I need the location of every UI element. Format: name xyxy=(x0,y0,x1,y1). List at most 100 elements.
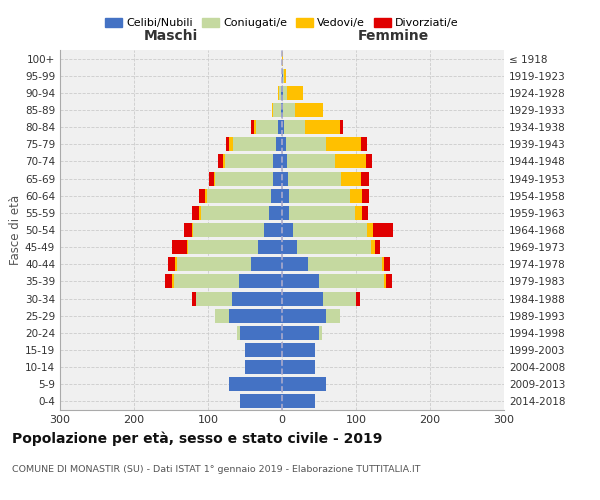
Bar xyxy=(251,258,282,272)
Bar xyxy=(168,258,175,272)
Bar xyxy=(259,240,282,254)
Bar xyxy=(273,103,281,117)
Text: COMUNE DI MONASTIR (SU) - Dati ISTAT 1° gennaio 2019 - Elaborazione TUTTITALIA.I: COMUNE DI MONASTIR (SU) - Dati ISTAT 1° … xyxy=(12,466,421,474)
Bar xyxy=(237,326,240,340)
Bar xyxy=(172,274,174,288)
Bar xyxy=(276,138,282,151)
Bar xyxy=(283,68,284,82)
Bar xyxy=(269,206,282,220)
Bar xyxy=(282,52,283,66)
Bar xyxy=(367,154,372,168)
Bar xyxy=(215,172,273,185)
Legend: Celibi/Nubili, Coniugati/e, Vedovi/e, Divorziati/e: Celibi/Nubili, Coniugati/e, Vedovi/e, Di… xyxy=(101,13,463,32)
Text: Popolazione per età, sesso e stato civile - 2019: Popolazione per età, sesso e stato civil… xyxy=(12,431,382,446)
Bar xyxy=(282,343,316,357)
Bar xyxy=(319,274,384,288)
Bar xyxy=(282,292,323,306)
Bar xyxy=(184,223,192,237)
Bar xyxy=(382,258,384,272)
Bar xyxy=(362,206,368,220)
Bar xyxy=(282,223,293,237)
Bar xyxy=(283,103,295,117)
Bar xyxy=(374,240,380,254)
Bar xyxy=(361,138,367,151)
Bar xyxy=(278,120,282,134)
Bar xyxy=(187,240,188,254)
Bar xyxy=(293,223,367,237)
Bar xyxy=(282,172,288,185)
Bar xyxy=(282,68,283,82)
Bar xyxy=(226,138,229,151)
Bar xyxy=(218,154,223,168)
Bar xyxy=(341,172,361,185)
Bar xyxy=(256,120,278,134)
Bar xyxy=(282,308,326,322)
Bar xyxy=(172,240,187,254)
Bar xyxy=(193,223,263,237)
Bar xyxy=(209,172,214,185)
Bar xyxy=(239,274,282,288)
Bar xyxy=(196,292,232,306)
Bar xyxy=(215,308,229,322)
Bar xyxy=(278,86,279,100)
Bar xyxy=(165,274,172,288)
Bar xyxy=(284,120,305,134)
Bar xyxy=(287,154,335,168)
Bar xyxy=(193,206,199,220)
Bar xyxy=(282,240,297,254)
Bar xyxy=(245,360,282,374)
Bar xyxy=(286,138,326,151)
Bar xyxy=(199,206,200,220)
Bar xyxy=(193,292,196,306)
Bar xyxy=(288,172,341,185)
Bar xyxy=(289,188,350,202)
Bar xyxy=(373,223,393,237)
Text: Femmine: Femmine xyxy=(358,29,428,43)
Bar xyxy=(177,258,251,272)
Bar xyxy=(282,258,308,272)
Bar xyxy=(175,258,177,272)
Bar xyxy=(199,188,205,202)
Bar xyxy=(326,138,361,151)
Bar xyxy=(281,103,282,117)
Text: Maschi: Maschi xyxy=(144,29,198,43)
Bar xyxy=(225,154,273,168)
Bar xyxy=(355,206,362,220)
Bar xyxy=(205,188,206,202)
Bar xyxy=(282,120,284,134)
Bar xyxy=(223,154,225,168)
Bar xyxy=(323,292,356,306)
Bar xyxy=(188,240,259,254)
Bar xyxy=(200,206,269,220)
Bar xyxy=(308,258,382,272)
Bar xyxy=(384,258,390,272)
Bar xyxy=(271,188,282,202)
Bar xyxy=(206,188,271,202)
Bar xyxy=(361,172,368,185)
Bar xyxy=(287,86,304,100)
Bar xyxy=(240,326,282,340)
Bar xyxy=(245,343,282,357)
Bar xyxy=(282,326,319,340)
Bar xyxy=(282,138,286,151)
Bar xyxy=(282,188,289,202)
Bar xyxy=(282,86,283,100)
Bar xyxy=(229,378,282,392)
Bar xyxy=(272,103,273,117)
Bar xyxy=(282,154,287,168)
Bar xyxy=(289,206,355,220)
Bar xyxy=(282,394,316,408)
Bar xyxy=(254,120,256,134)
Bar xyxy=(282,378,326,392)
Bar xyxy=(229,308,282,322)
Bar xyxy=(214,172,215,185)
Bar xyxy=(282,103,283,117)
Bar xyxy=(335,154,367,168)
Bar xyxy=(263,223,282,237)
Bar xyxy=(281,86,282,100)
Bar xyxy=(362,188,370,202)
Bar xyxy=(273,154,282,168)
Bar xyxy=(283,86,287,100)
Bar xyxy=(233,138,276,151)
Bar xyxy=(297,240,371,254)
